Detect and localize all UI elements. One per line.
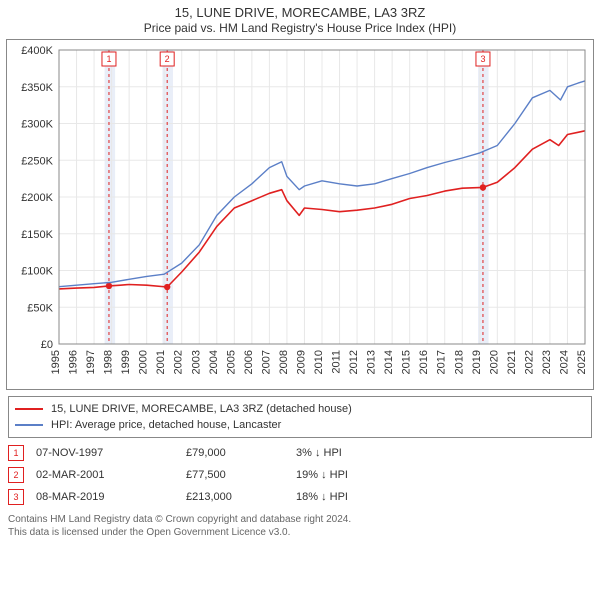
y-tick-label: £150K [21,229,53,241]
x-tick-label: 2021 [506,350,518,374]
transactions-table: 1 07-NOV-1997£79,0003% ↓ HPI 2 02-MAR-2001£… [8,442,592,508]
x-tick-label: 1997 [85,350,97,374]
x-tick-label: 2001 [155,350,167,374]
legend-swatch [15,408,43,410]
transaction-row: 1 07-NOV-1997£79,0003% ↓ HPI [8,442,592,464]
y-tick-label: £0 [41,339,53,351]
legend-label: HPI: Average price, detached house, Lanc… [51,419,281,431]
y-tick-label: £100K [21,266,53,278]
x-tick-label: 2003 [190,350,202,374]
transaction-delta: 19% ↓ HPI [296,469,386,481]
x-tick-label: 2016 [418,350,430,374]
price-chart: 1 2 3 £0 £50K £100K £150K £200K £250K £300K £350K £… [7,40,593,384]
x-tick-label: 2005 [225,350,237,374]
y-tick-label: £400K [21,45,53,57]
event-marker-label: 2 [165,54,170,64]
transaction-marker: 3 [8,489,24,505]
x-tick-label: 2006 [243,350,255,374]
x-tick-label: 2004 [208,350,220,374]
transaction-price: £79,000 [186,447,296,459]
x-tick-label: 2002 [173,350,185,374]
y-tick-label: £200K [21,192,53,204]
legend-row: 15, LUNE DRIVE, MORECAMBE, LA3 3RZ (deta… [15,401,585,417]
event-marker-label: 1 [106,54,111,64]
transaction-row: 3 08-MAR-2019£213,00018% ↓ HPI [8,486,592,508]
transaction-date: 08-MAR-2019 [36,491,186,503]
y-tick-label: £50K [27,302,53,314]
transaction-price: £213,000 [186,491,296,503]
y-tick-label: £350K [21,82,53,94]
x-tick-label: 2020 [488,350,500,374]
transaction-date: 07-NOV-1997 [36,447,186,459]
x-tick-label: 2009 [295,350,307,374]
series-dot [106,283,112,289]
x-tick-label: 2024 [558,350,570,374]
transaction-delta: 18% ↓ HPI [296,491,386,503]
series-dot [480,184,486,190]
x-tick-label: 2013 [366,350,378,374]
y-tick-label: £300K [21,119,53,131]
legend-label: 15, LUNE DRIVE, MORECAMBE, LA3 3RZ (deta… [51,403,352,415]
transaction-row: 2 02-MAR-2001£77,50019% ↓ HPI [8,464,592,486]
chart-container: 1 2 3 £0 £50K £100K £150K £200K £250K £300K £350K £… [6,39,594,390]
x-tick-label: 2010 [313,350,325,374]
legend: 15, LUNE DRIVE, MORECAMBE, LA3 3RZ (deta… [8,396,592,438]
page-title: 15, LUNE DRIVE, MORECAMBE, LA3 3RZ [6,5,594,20]
x-tick-label: 1995 [50,350,62,374]
x-tick-label: 2008 [278,350,290,374]
transaction-date: 02-MAR-2001 [36,469,186,481]
footer-attribution: Contains HM Land Registry data © Crown c… [8,514,592,539]
x-tick-label: 2023 [541,350,553,374]
x-tick-label: 2018 [453,350,465,374]
x-tick-label: 2011 [331,350,343,374]
page-subtitle: Price paid vs. HM Land Registry's House … [6,21,594,35]
y-tick-label: £250K [21,155,53,167]
x-tick-label: 1999 [120,350,132,374]
x-tick-label: 2007 [260,350,272,374]
x-tick-label: 2025 [576,350,588,374]
x-tick-label: 2014 [383,350,395,374]
legend-swatch [15,424,43,426]
transaction-marker: 2 [8,467,24,483]
footer-line1: Contains HM Land Registry data © Crown c… [8,514,592,527]
x-tick-label: 2000 [138,350,150,374]
x-tick-label: 2012 [348,350,360,374]
footer-line2: This data is licensed under the Open Gov… [8,527,592,540]
x-tick-label: 2017 [436,350,448,374]
x-tick-label: 1996 [68,350,80,374]
x-tick-label: 2015 [401,350,413,374]
x-tick-label: 2019 [471,350,483,374]
x-tick-label: 1998 [103,350,115,374]
event-marker-label: 3 [480,54,485,64]
series-dot [164,284,170,290]
transaction-marker: 1 [8,445,24,461]
x-tick-label: 2022 [523,350,535,374]
transaction-price: £77,500 [186,469,296,481]
legend-row: HPI: Average price, detached house, Lanc… [15,417,585,433]
transaction-delta: 3% ↓ HPI [296,447,386,459]
